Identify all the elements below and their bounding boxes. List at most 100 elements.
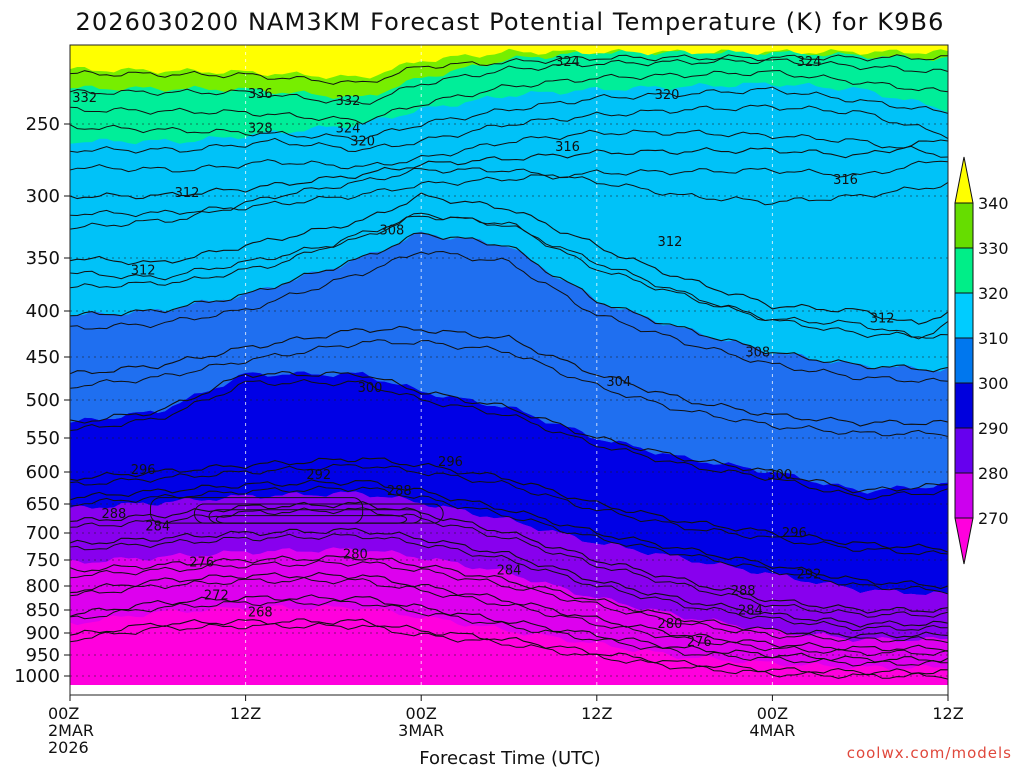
contour-label: 312: [131, 264, 156, 279]
surface-contour-3: [149, 497, 364, 524]
contour-label: 304: [606, 375, 631, 390]
y-tick-label: 900: [26, 623, 60, 644]
contour-label: 320: [655, 88, 680, 103]
isentrope-minor-300: [70, 378, 948, 501]
legend-swatch: [954, 202, 974, 249]
contour-label: 292: [797, 568, 822, 583]
contour-label: 280: [343, 548, 368, 563]
contour-label: 288: [101, 507, 126, 522]
contour-label: 300: [358, 381, 383, 396]
isentrope-304: [70, 325, 948, 427]
contour-label: 312: [658, 235, 683, 250]
x-tick-label: 12Z: [230, 704, 261, 723]
contour-label: 280: [658, 617, 683, 632]
legend-label: 340: [978, 194, 1009, 213]
x-tick-label: 12Z: [581, 704, 612, 723]
y-tick-label: 750: [26, 550, 60, 571]
isentrope-minor-292: [70, 485, 948, 595]
x-tick-label: 3MAR: [398, 721, 444, 740]
legend-label: 310: [978, 329, 1009, 348]
isentrope-minor-268: [70, 622, 948, 680]
contour-label: 312: [870, 311, 895, 326]
band-above-340: [70, 45, 948, 79]
legend-swatch: [954, 247, 974, 294]
y-tick-label: 550: [26, 428, 60, 449]
x-tick-label: 2MAR: [48, 721, 94, 740]
isentrope-upper-0: [70, 54, 948, 85]
x-tick-label: 2026: [48, 738, 89, 757]
contour-label: 328: [248, 121, 273, 136]
isentrope-minor-316: [70, 160, 948, 218]
isentrope-minor-280: [70, 559, 948, 644]
isentrope-268: [70, 618, 948, 676]
isentrope-280: [70, 555, 948, 639]
contour-label: 320: [350, 134, 375, 149]
y-tick-label: 800: [26, 576, 60, 597]
isentrope-308: [70, 232, 948, 373]
contour-label: 324: [797, 55, 822, 70]
x-tick-label: 12Z: [932, 704, 963, 723]
y-tick-label: 450: [26, 347, 60, 368]
y-tick-label: 650: [26, 494, 60, 515]
legend-label: 300: [978, 374, 1009, 393]
isentrope-upper-6: [70, 167, 948, 230]
isentrope-upper-2: [70, 69, 948, 125]
contour-label: 336: [248, 87, 273, 102]
legend-swatch: [954, 382, 974, 429]
isentrope-minor-308: [70, 250, 948, 383]
contour-label: 288: [731, 584, 756, 599]
isentrope-minor-284: [70, 533, 948, 632]
y-tick-label: 950: [26, 645, 60, 666]
legend-swatch: [954, 472, 974, 519]
contour-label: 276: [687, 635, 712, 650]
contour-label: 324: [555, 55, 580, 70]
contour-label: 324: [336, 121, 361, 136]
contour-label: 316: [833, 173, 858, 188]
contour-label: 308: [380, 224, 405, 239]
contour-label: 312: [175, 186, 200, 201]
isentrope-minor-296: [70, 463, 948, 556]
y-axis: 2503003504004505005506006507007508008509…: [14, 114, 70, 687]
isentrope-316: [70, 139, 948, 200]
isentrope-upper-5: [70, 129, 948, 173]
contour-label: 296: [782, 526, 807, 541]
y-tick-label: 350: [26, 248, 60, 269]
isentrope-284: [70, 527, 948, 628]
contour-label: 284: [145, 520, 170, 535]
legend-label: 320: [978, 284, 1009, 303]
contour-label: 292: [306, 468, 331, 483]
legend-label: 290: [978, 419, 1009, 438]
isentrope-292: [70, 479, 948, 590]
isentrope-minor-272: [70, 599, 948, 667]
x-tick-label: 00Z: [48, 704, 79, 723]
legend-swatch: [954, 337, 974, 384]
contour-label: 296: [131, 463, 156, 478]
band-300-310: [70, 231, 948, 494]
isentrope-minor-304: [70, 339, 948, 437]
contour-label: 332: [72, 91, 97, 106]
isentrope-upper-4: [70, 104, 948, 154]
legend-label: 330: [978, 239, 1009, 258]
contour-label: 316: [555, 140, 580, 155]
y-tick-label: 300: [26, 186, 60, 207]
isentrope-272: [70, 594, 948, 663]
contour-label: 332: [336, 94, 361, 109]
isentrope-upper-3: [70, 86, 948, 142]
isentrope-296: [70, 457, 948, 553]
legend-arrow-top: [954, 156, 974, 204]
band-310-320: [70, 140, 948, 372]
contour-label: 300: [767, 468, 792, 483]
isentrope-upper-7: [70, 215, 948, 339]
x-tick-label: 00Z: [757, 704, 788, 723]
legend-label: 280: [978, 464, 1009, 483]
y-tick-label: 1000: [14, 666, 60, 687]
contour-label: 272: [204, 589, 229, 604]
contour-label: 296: [438, 455, 463, 470]
contour-label: 308: [745, 345, 770, 360]
y-tick-label: 500: [26, 390, 60, 411]
isentrope-minor-276: [70, 576, 948, 657]
